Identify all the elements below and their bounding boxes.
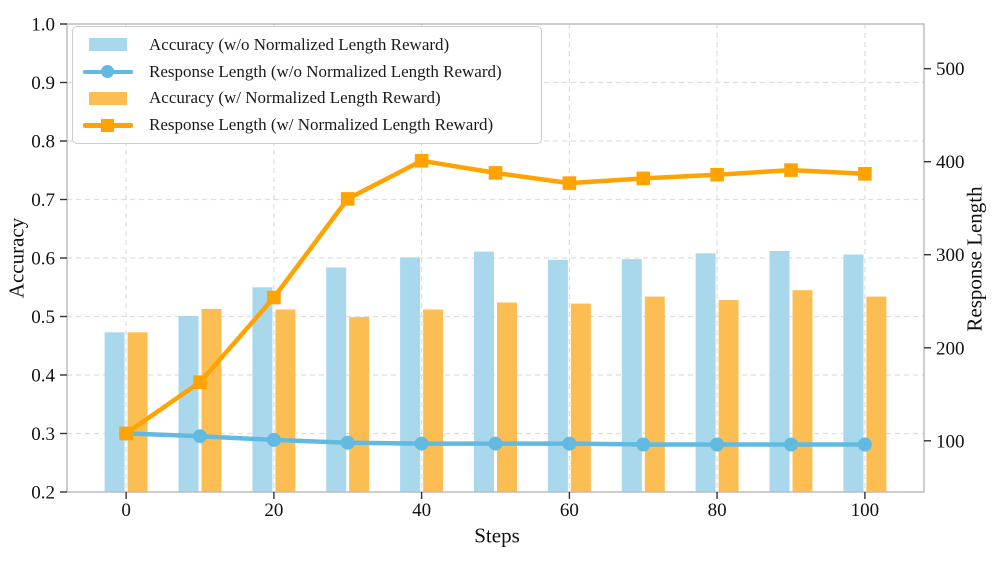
square-marker [858,167,872,181]
legend-item-response-length-wo: Response Length (w/o Normalized Length R… [83,59,531,85]
square-marker [562,176,577,190]
svg-text:0.5: 0.5 [31,307,55,328]
square-marker [340,192,355,206]
circle-marker [784,437,798,452]
square-marker [267,290,281,305]
square-marker [193,375,207,389]
svg-text:0.9: 0.9 [31,73,55,94]
svg-text:0.2: 0.2 [31,483,55,504]
svg-text:1.0: 1.0 [31,15,55,36]
svg-text:0.6: 0.6 [31,249,55,270]
svg-text:400: 400 [936,152,965,173]
svg-text:60: 60 [560,500,579,521]
circle-marker [414,436,429,451]
y-axis-title-right: Response Length [962,186,987,332]
x-axis-title: Steps [474,523,520,548]
square-marker [414,154,429,168]
y-axis-title-left: Accuracy [4,217,29,299]
legend-line-swatch-orange [83,117,135,133]
svg-text:0.3: 0.3 [31,424,55,445]
square-marker [488,166,503,180]
svg-text:40: 40 [412,500,431,521]
svg-text:100: 100 [851,500,880,521]
svg-text:0.8: 0.8 [31,132,55,153]
circle-marker [340,435,355,450]
circle-marker [488,436,503,451]
svg-text:200: 200 [936,338,965,359]
svg-text:500: 500 [936,59,965,80]
svg-text:80: 80 [708,500,727,521]
circle-marker [710,437,725,452]
y-tick-labels-right: 100 200 300 400 500 [936,59,965,452]
square-marker [784,163,798,177]
line-circle-marker-icon [83,64,133,80]
legend-item-accuracy-wo: Accuracy (w/o Normalized Length Reward) [83,32,531,58]
circle-marker [193,429,207,444]
axis-ticks [60,23,931,499]
circle-marker [266,432,281,447]
svg-text:0.7: 0.7 [31,190,55,211]
legend-bar-swatch-orange [83,91,135,105]
svg-text:0: 0 [121,500,131,521]
svg-text:100: 100 [936,431,965,452]
y-tick-labels-left: 0.2 0.3 0.4 0.5 0.6 0.7 0.8 0.9 1.0 [31,15,55,504]
circle-marker [636,437,651,452]
svg-text:20: 20 [264,500,283,521]
legend-label: Accuracy (w/o Normalized Length Reward) [149,34,450,54]
legend-label: Response Length (w/ Normalized Length Re… [149,115,494,135]
bar-swatch-icon [89,38,127,52]
legend-line-swatch-blue [83,64,135,80]
svg-text:300: 300 [936,245,965,266]
square-marker [119,426,133,441]
line-wo-nlr [119,426,872,452]
legend-item-response-length-w: Response Length (w/ Normalized Length Re… [83,112,531,138]
x-tick-labels: 0 20 40 60 80 100 [121,500,879,521]
bars-w-nlr [127,290,887,492]
square-marker [636,171,651,186]
legend: Accuracy (w/o Normalized Length Reward) … [72,26,542,144]
bar-swatch-icon [89,91,127,105]
legend-item-accuracy-w: Accuracy (w/ Normalized Length Reward) [83,85,531,111]
line-w-nlr [119,154,872,441]
legend-bar-swatch-blue [83,38,135,52]
circle-marker [857,437,872,452]
legend-label: Response Length (w/o Normalized Length R… [149,61,502,81]
bars-wo-nlr [104,251,864,493]
legend-label: Accuracy (w/ Normalized Length Reward) [149,88,441,108]
svg-text:0.4: 0.4 [31,366,55,387]
line-square-marker-icon [83,117,133,133]
circle-marker [562,436,577,451]
square-marker [710,167,724,182]
